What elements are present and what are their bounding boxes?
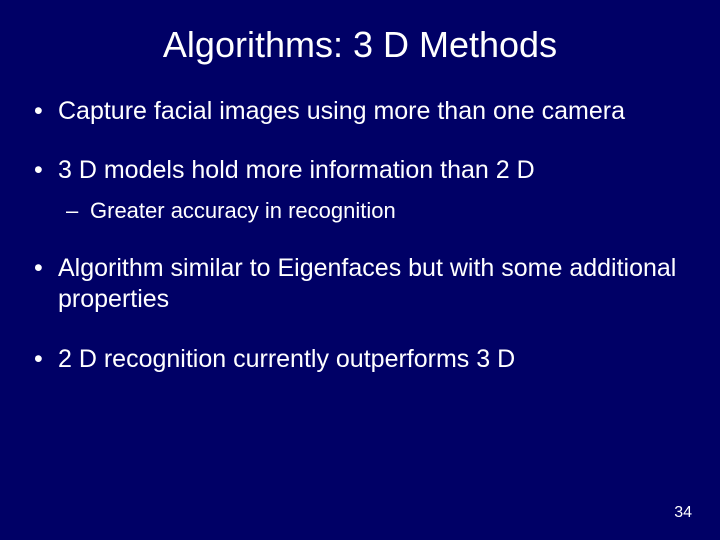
bullet-list: Capture facial images using more than on… bbox=[30, 96, 690, 375]
slide-content: Capture facial images using more than on… bbox=[0, 76, 720, 375]
bullet-item: Capture facial images using more than on… bbox=[30, 96, 690, 127]
bullet-item: 2 D recognition currently outperforms 3 … bbox=[30, 344, 690, 375]
slide: Algorithms: 3 D Methods Capture facial i… bbox=[0, 0, 720, 540]
sub-bullet-list: Greater accuracy in recognition bbox=[58, 197, 690, 226]
bullet-item: 3 D models hold more information than 2 … bbox=[30, 155, 690, 225]
page-number: 34 bbox=[674, 504, 692, 522]
slide-title: Algorithms: 3 D Methods bbox=[0, 0, 720, 76]
sub-bullet-text: Greater accuracy in recognition bbox=[90, 198, 396, 223]
sub-bullet-item: Greater accuracy in recognition bbox=[58, 197, 690, 226]
bullet-item: Algorithm similar to Eigenfaces but with… bbox=[30, 253, 690, 316]
bullet-text: 3 D models hold more information than 2 … bbox=[58, 156, 535, 184]
bullet-text: 2 D recognition currently outperforms 3 … bbox=[58, 345, 515, 373]
bullet-text: Capture facial images using more than on… bbox=[58, 97, 625, 125]
bullet-text: Algorithm similar to Eigenfaces but with… bbox=[58, 254, 676, 313]
